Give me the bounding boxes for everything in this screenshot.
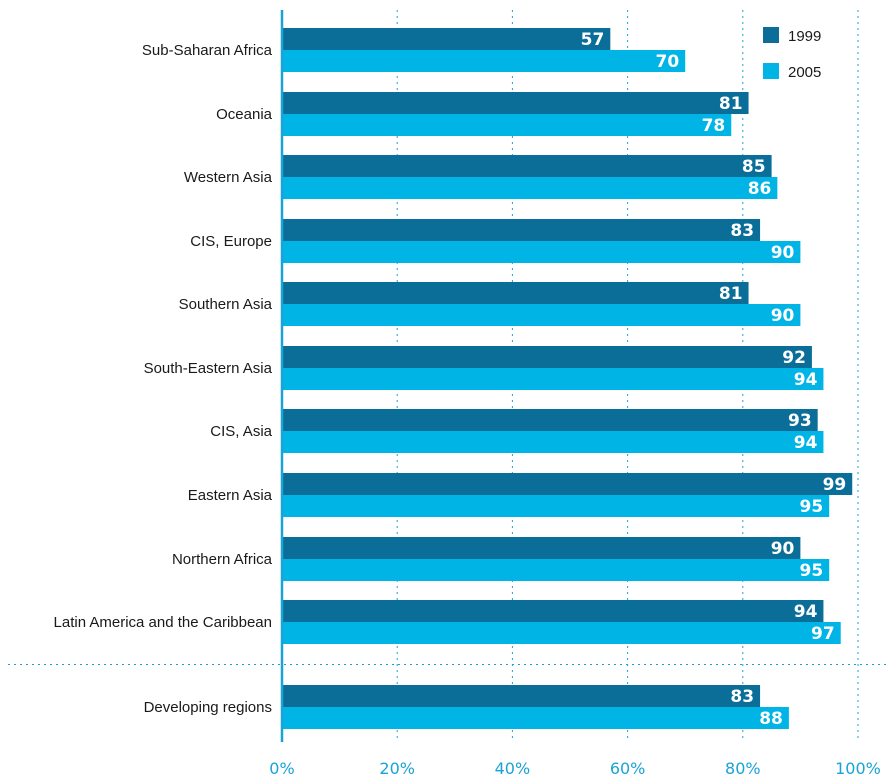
bar <box>282 304 801 326</box>
data-label: 90 <box>771 306 795 326</box>
category-label: Eastern Asia <box>188 487 273 504</box>
category-label: Southern Asia <box>179 296 273 313</box>
x-tick-label: 80% <box>725 759 761 778</box>
bar <box>282 409 818 431</box>
bar <box>282 473 853 495</box>
bar <box>282 537 801 559</box>
category-label: Sub-Saharan Africa <box>142 42 273 59</box>
bar <box>282 282 749 304</box>
category-label: Northern Africa <box>172 551 273 568</box>
bars: 5770817885868390819092949394999590959497… <box>282 28 853 729</box>
data-label: 81 <box>719 284 743 304</box>
bar <box>282 177 778 199</box>
data-label: 93 <box>788 411 812 431</box>
category-label: CIS, Europe <box>190 233 272 250</box>
bar <box>282 114 732 136</box>
category-label: South-Eastern Asia <box>144 360 273 377</box>
data-label: 88 <box>759 709 783 729</box>
x-tick-label: 20% <box>379 759 415 778</box>
bar <box>282 685 761 707</box>
bar <box>282 92 749 114</box>
legend-label: 1999 <box>788 28 821 45</box>
data-label: 90 <box>771 243 795 263</box>
x-tick-label: 40% <box>495 759 531 778</box>
bar <box>282 559 830 581</box>
bar <box>282 346 812 368</box>
data-label: 92 <box>782 348 806 368</box>
category-labels: Sub-Saharan Africa Oceania Western Asia CIS… <box>54 42 273 716</box>
data-label: 83 <box>730 687 754 707</box>
data-label: 94 <box>794 602 818 622</box>
legend: 1999 2005 <box>763 27 821 81</box>
category-label: Oceania <box>216 106 273 123</box>
x-tick-label: 100% <box>835 759 881 778</box>
bar <box>282 219 761 241</box>
data-label: 94 <box>794 433 818 453</box>
data-label: 78 <box>702 116 726 136</box>
x-tick-label: 0% <box>269 759 294 778</box>
category-label: Developing regions <box>144 699 272 716</box>
data-label: 81 <box>719 94 743 114</box>
bar <box>282 241 801 263</box>
data-label: 57 <box>581 30 605 50</box>
data-label: 86 <box>748 179 772 199</box>
legend-label: 2005 <box>788 64 821 81</box>
data-label: 97 <box>811 624 835 644</box>
bar <box>282 495 830 517</box>
bar <box>282 600 824 622</box>
bar <box>282 155 772 177</box>
x-tick-label: 60% <box>610 759 646 778</box>
data-label: 90 <box>771 539 795 559</box>
bar <box>282 28 611 50</box>
bar <box>282 622 841 644</box>
data-label: 83 <box>730 221 754 241</box>
legend-swatch <box>763 27 779 43</box>
category-label: CIS, Asia <box>210 423 272 440</box>
bar <box>282 707 789 729</box>
bar <box>282 431 824 453</box>
data-label: 95 <box>800 561 824 581</box>
bar <box>282 50 686 72</box>
data-label: 99 <box>823 475 847 495</box>
bar <box>282 368 824 390</box>
data-label: 95 <box>800 497 824 517</box>
legend-swatch <box>763 63 779 79</box>
data-label: 85 <box>742 157 766 177</box>
category-label: Latin America and the Caribbean <box>54 614 272 631</box>
data-label: 70 <box>656 52 680 72</box>
category-label: Western Asia <box>184 169 273 186</box>
x-tick-labels: 0% 20% 40% 60% 80% 100% <box>269 759 881 778</box>
data-label: 94 <box>794 370 818 390</box>
